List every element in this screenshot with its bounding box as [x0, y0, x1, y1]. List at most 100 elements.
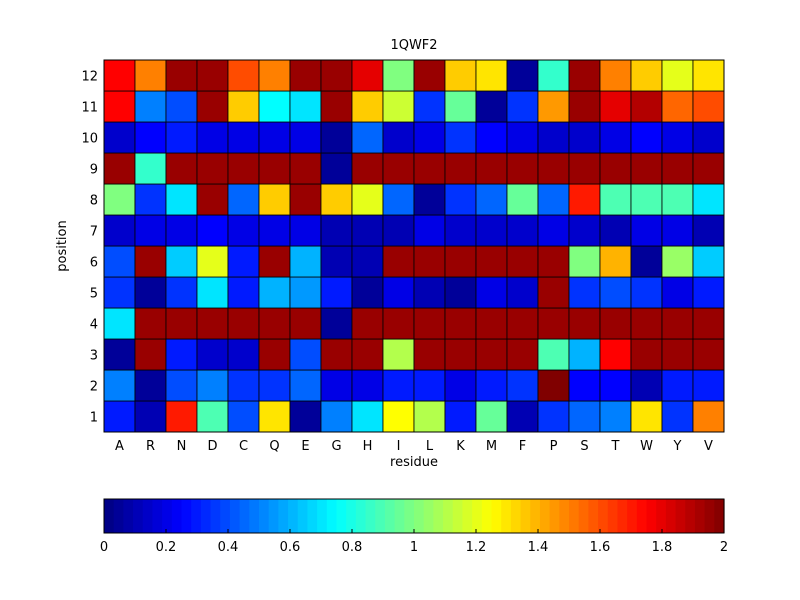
heatmap-cell — [444, 121, 477, 154]
colorbar-band — [433, 499, 444, 533]
heatmap-cell — [630, 276, 663, 309]
heatmap-cell — [661, 90, 694, 123]
heatmap-cell — [692, 121, 725, 154]
heatmap-cell — [568, 214, 601, 247]
heatmap-cell — [475, 152, 508, 185]
heatmap-cell — [227, 214, 260, 247]
heatmap-cell — [382, 369, 415, 402]
heatmap-cell — [630, 59, 663, 92]
x-tick-label: I — [397, 439, 401, 454]
heatmap-cell — [134, 245, 167, 278]
colorbar-band — [404, 499, 415, 533]
heatmap-cell — [506, 369, 539, 402]
heatmap-cell — [413, 59, 446, 92]
heatmap-cell — [599, 183, 632, 216]
x-tick-label: S — [580, 439, 588, 454]
heatmap-cell — [630, 400, 663, 433]
heatmap-cell — [227, 307, 260, 340]
heatmap-cell — [382, 152, 415, 185]
y-tick-label: 8 — [90, 194, 98, 209]
colorbar-tick-label: 0.6 — [280, 540, 301, 555]
heatmap-cell — [537, 59, 570, 92]
heatmap-cell — [320, 369, 353, 402]
heatmap-cell — [165, 59, 198, 92]
heatmap-cell — [413, 90, 446, 123]
colorbar-tick-label: 0.4 — [218, 540, 239, 555]
heatmap-cell — [475, 90, 508, 123]
colorbar-tick-label: 1.6 — [590, 540, 611, 555]
heatmap-cell — [227, 369, 260, 402]
heatmap-cell — [568, 245, 601, 278]
x-tick-label: F — [519, 439, 526, 454]
heatmap-cell — [692, 214, 725, 247]
x-tick-label: A — [115, 439, 124, 454]
heatmap-cell — [382, 338, 415, 371]
heatmap-cell — [351, 338, 384, 371]
heatmap-cell — [258, 214, 291, 247]
colorbar-band — [259, 499, 270, 533]
heatmap-cell — [661, 245, 694, 278]
colorbar-band — [268, 499, 279, 533]
heatmap-cell — [568, 276, 601, 309]
colorbar-band — [607, 499, 619, 533]
colorbar-band — [133, 499, 144, 533]
y-tick-label: 12 — [81, 70, 98, 85]
heatmap-cell — [351, 90, 384, 123]
heatmap-cell — [196, 214, 229, 247]
heatmap-cell — [289, 307, 322, 340]
heatmap-cell — [537, 121, 570, 154]
y-tick-label: 10 — [81, 132, 98, 147]
x-tick-label: K — [456, 439, 465, 454]
heatmap-cell — [413, 307, 446, 340]
heatmap-cell — [320, 307, 353, 340]
heatmap-cell — [475, 400, 508, 433]
colorbar-band — [578, 499, 589, 533]
x-tick-label: Y — [673, 439, 682, 454]
heatmap-cell — [103, 214, 136, 247]
heatmap-cell — [537, 152, 570, 185]
heatmap-cell — [692, 338, 725, 371]
colorbar-band — [452, 499, 464, 533]
heatmap-cell — [227, 400, 260, 433]
heatmap-cell — [506, 214, 539, 247]
heatmap-cell — [134, 400, 167, 433]
heatmap-cell — [382, 90, 415, 123]
heatmap-cell — [320, 400, 353, 433]
heatmap-cell — [506, 400, 539, 433]
heatmap-cell — [258, 152, 291, 185]
colorbar-band — [288, 499, 299, 533]
heatmap-cell — [413, 245, 446, 278]
heatmap-cell — [444, 276, 477, 309]
colorbar-band — [336, 499, 347, 533]
heatmap-cell — [444, 369, 477, 402]
colorbar-tick-label: 0.2 — [156, 540, 177, 555]
heatmap-cell — [413, 152, 446, 185]
colorbar-band — [472, 499, 483, 533]
colorbar-band — [646, 499, 657, 533]
colorbar-band — [491, 499, 502, 533]
colorbar-band — [171, 499, 183, 533]
heatmap-cell — [351, 245, 384, 278]
heatmap-cell — [599, 369, 632, 402]
colorbar-band — [162, 499, 173, 533]
heatmap-cell — [661, 59, 694, 92]
heatmap-cell — [134, 59, 167, 92]
heatmap-cell — [444, 152, 477, 185]
heatmap-cell — [444, 90, 477, 123]
heatmap-cell — [661, 121, 694, 154]
heatmap-cell — [413, 369, 446, 402]
heatmap-cell — [382, 59, 415, 92]
heatmap-cell — [165, 307, 198, 340]
heatmap-cell — [506, 121, 539, 154]
heatmap-cell — [258, 90, 291, 123]
colorbar-band — [694, 499, 706, 533]
heatmap-cell — [599, 400, 632, 433]
heatmap-cell — [506, 307, 539, 340]
heatmap-cell — [537, 338, 570, 371]
heatmap-cell — [692, 183, 725, 216]
heatmap-cell — [320, 183, 353, 216]
heatmap-cell — [599, 152, 632, 185]
heatmap-cell — [692, 276, 725, 309]
heatmap-cell — [258, 276, 291, 309]
